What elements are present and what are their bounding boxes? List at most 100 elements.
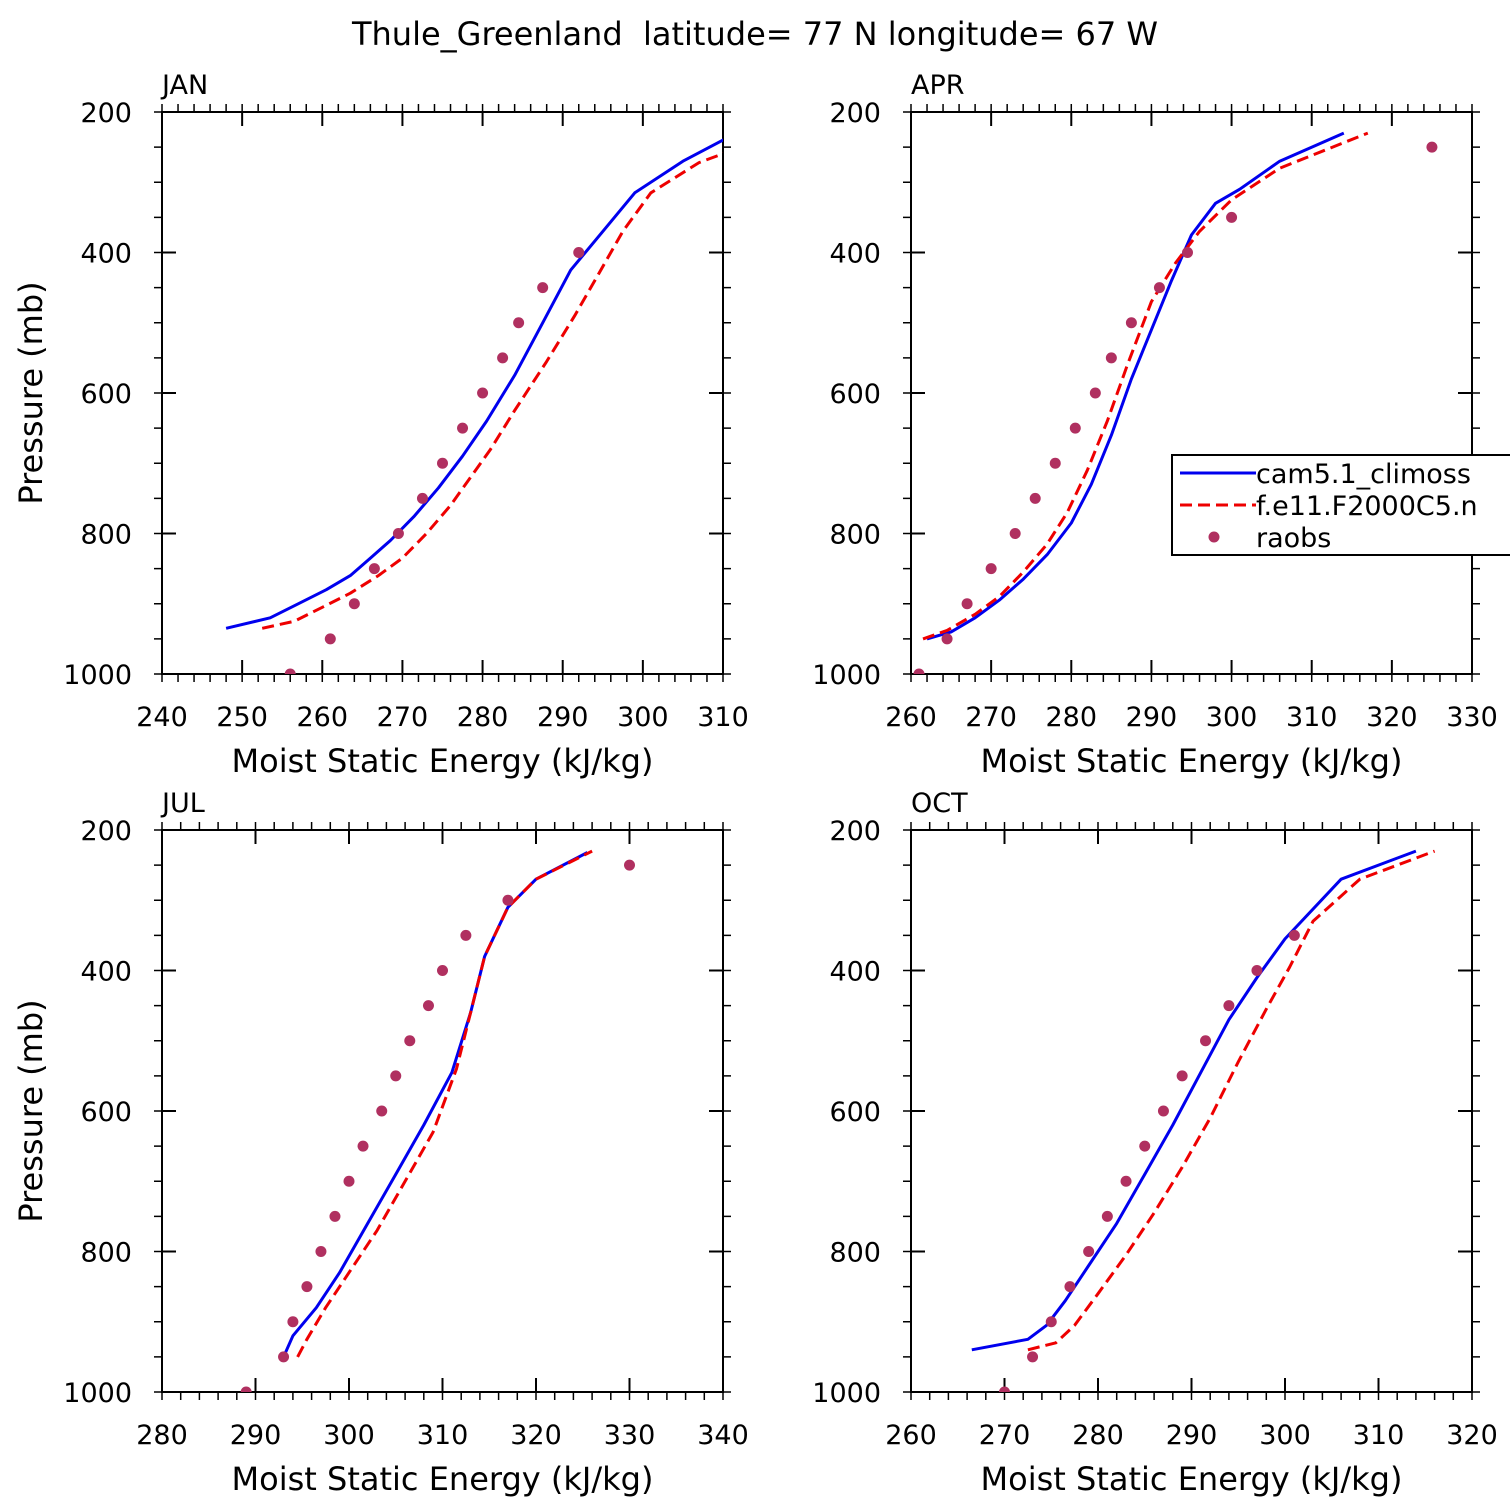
raobs-point [315,1246,327,1257]
raobs-point [343,1175,355,1187]
y-tick-label: 600 [829,1097,881,1128]
y-tick-label: 1000 [812,660,881,691]
plot-frame [910,829,1473,1393]
raobs-point [961,598,973,610]
series-line-cam51 [971,849,1417,1352]
y-axis-label: Pressure (mb) [12,999,50,1222]
raobs-point [460,929,472,941]
raobs-point [278,1351,290,1363]
y-tick-label: 800 [80,520,132,551]
x-tick-label: 320 [1446,1420,1498,1451]
raobs-point [404,1035,416,1047]
series-line-fe11 [1027,849,1436,1352]
x-axis-label: Moist Static Energy (kJ/kg) [981,1460,1403,1498]
raobs-point [348,598,360,610]
raobs-point [1089,387,1101,399]
raobs-point [240,1386,252,1392]
y-tick-label: 600 [80,1097,132,1128]
raobs-point [392,528,404,539]
raobs-point [1105,352,1117,364]
raobs-point [1288,929,1300,941]
raobs-point [1045,1316,1057,1328]
x-tick-label: 250 [216,702,268,733]
x-tick-label: 300 [1206,702,1258,733]
raobs-point [941,633,953,645]
raobs-point [1049,457,1061,469]
y-tick-label: 400 [80,239,132,270]
raobs-point [457,422,469,434]
y-tick-label: 800 [80,1238,132,1269]
x-tick-label: 290 [1166,1420,1218,1451]
raobs-point [1029,492,1041,504]
x-tick-label: 270 [377,702,429,733]
raobs-point [999,1386,1010,1392]
raobs-point [437,965,448,976]
raobs-point [287,1316,299,1328]
x-tick-label: 270 [979,1420,1031,1451]
legend-label: f.e11.F2000C5.n [1256,491,1478,522]
y-tick-label: 1000 [63,1378,132,1409]
x-axis-label: Moist Static Energy (kJ/kg) [232,742,654,780]
panel-jul: 280 290 300 310 320 330 340 200 400 600 800 1000 JUL… [12,788,749,1498]
panel-apr: 260 270 280 290 300 310 320 330 200 400 600 800 1000… [812,70,1497,780]
raobs-point [497,352,509,364]
raobs-point [422,1000,434,1012]
panel-title: JUL [160,788,205,819]
raobs-point [1069,422,1081,434]
plot-frame [910,111,1473,675]
figure-title: Thule_Greenland latitude= 77 N longitude… [351,15,1158,53]
y-tick-label: 800 [829,520,881,551]
series-line-cam51 [926,131,1345,641]
y-tick-label: 400 [829,239,881,270]
x-tick-label: 340 [697,1420,749,1451]
x-tick-label: 310 [1286,702,1338,733]
raobs-point [329,1210,341,1222]
x-tick-label: 260 [885,1420,937,1451]
x-tick-label: 280 [457,702,509,733]
x-tick-label: 290 [537,702,589,733]
raobs-point [1181,247,1193,258]
y-axis-label: Pressure (mb) [12,281,50,504]
raobs-point [1157,1105,1169,1117]
series-line-cam51 [225,138,723,630]
x-axis-label: Moist Static Energy (kJ/kg) [981,742,1403,780]
raobs-point [1027,1351,1039,1363]
series-line-fe11 [922,131,1369,641]
series-group [225,138,723,674]
x-tick-label: 290 [1126,702,1178,733]
x-axis-label: Moist Static Energy (kJ/kg) [232,1460,654,1498]
y-tick-label: 200 [80,816,132,847]
raobs-point [301,1281,313,1293]
raobs-point [1153,282,1165,294]
x-tick-label: 310 [697,702,749,733]
series-line-fe11 [296,849,593,1358]
x-tick-label: 320 [510,1420,562,1451]
x-tick-label: 280 [136,1420,188,1451]
raobs-point [1226,211,1238,223]
x-tick-label: 300 [323,1420,375,1451]
x-tick-label: 330 [604,1420,656,1451]
x-tick-label: 260 [297,702,349,733]
plot-frame [161,829,724,1393]
x-tick-label: 330 [1446,702,1498,733]
y-tick-label: 1000 [63,660,132,691]
y-tick-label: 200 [829,98,881,129]
raobs-point [1200,1035,1212,1047]
raobs-point [1426,141,1438,153]
x-tick-label: 300 [1259,1420,1311,1451]
raobs-point [913,668,925,674]
series-group [971,849,1436,1392]
panel-oct: 260 270 280 290 300 310 320 200 400 600 800 1000 OCT… [812,788,1497,1498]
x-tick-label: 280 [1046,702,1098,733]
y-tick-label: 200 [829,816,881,847]
series-line-cam51 [282,851,589,1358]
raobs-point [1009,528,1021,539]
raobs-point [357,1140,369,1152]
y-tick-label: 400 [829,957,881,988]
raobs-point [324,633,336,645]
x-tick-label: 270 [965,702,1017,733]
x-tick-label: 280 [1072,1420,1124,1451]
x-tick-label: 310 [1353,1420,1405,1451]
